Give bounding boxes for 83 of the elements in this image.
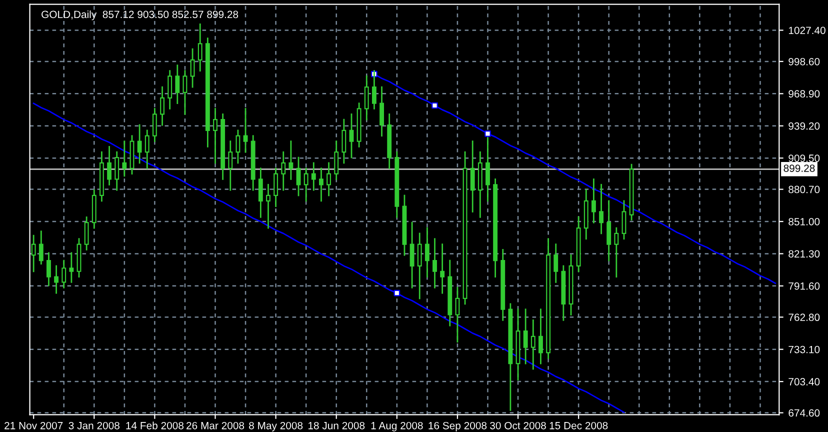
x-tick-label: 14 Feb 2008 <box>126 422 184 430</box>
candlestick <box>228 140 233 191</box>
x-tick-label: 15 Dec 2008 <box>550 422 608 430</box>
line-series <box>32 102 625 414</box>
text: GOLD,Daily 857.12 903.50 852.57 899.28 <box>42 10 238 20</box>
candlestick <box>213 108 218 164</box>
y-tick-label: 939.20 <box>788 122 820 130</box>
candlestick <box>160 86 164 126</box>
candlestick <box>288 140 294 180</box>
candlestick <box>349 113 354 158</box>
candlestick <box>606 200 612 262</box>
x-tick-label: 1 Aug 2008 <box>371 422 423 432</box>
candlestick <box>38 230 44 264</box>
candlestick <box>417 232 422 300</box>
candlestick <box>175 64 180 104</box>
candlestick <box>236 130 240 164</box>
candlestick <box>198 23 202 72</box>
point <box>432 102 438 109</box>
candlestick <box>281 151 286 191</box>
candlestick <box>182 70 188 115</box>
x-tick-label: 30 Oct 2008 <box>490 422 546 430</box>
y-tick-label: 1027.40 <box>788 26 826 34</box>
candlestick <box>266 184 270 229</box>
candlestick <box>168 70 172 110</box>
candlestick <box>470 140 475 212</box>
candlestick <box>342 118 346 164</box>
candlestick <box>137 124 142 164</box>
x-tick-label: 3 Jan 2008 <box>68 422 120 430</box>
candlestick <box>152 108 157 142</box>
candlestick <box>523 308 528 364</box>
candlestick <box>54 265 59 294</box>
candlestick <box>274 168 278 208</box>
y-tick-label: 733.10 <box>788 346 820 354</box>
candlestick <box>84 216 89 250</box>
candlestick <box>614 227 619 278</box>
y-tick-label: 703.40 <box>788 378 820 386</box>
candlestick <box>440 244 445 294</box>
candlestick <box>258 168 263 218</box>
y-tick-label: 821.30 <box>788 250 820 258</box>
candlestick <box>122 140 127 177</box>
y-tick-label: 791.60 <box>788 282 820 290</box>
ref-line-label: 899.28 <box>784 164 815 172</box>
candlestick <box>326 162 332 196</box>
candlestick <box>538 308 543 364</box>
candlestick <box>424 227 430 278</box>
candlestick <box>380 86 384 137</box>
candlestick <box>304 168 308 202</box>
candlestick <box>591 178 596 224</box>
x-tick-label: 8 May 2008 <box>249 422 303 432</box>
y-tick-label: 909.50 <box>788 154 820 162</box>
y-tick-label: 851.00 <box>788 218 820 226</box>
candlestick <box>599 184 604 234</box>
candlestick <box>46 252 51 286</box>
candlestick <box>190 48 195 88</box>
candlestick <box>311 162 316 191</box>
x-tick-label: 26 Mar 2008 <box>186 422 244 430</box>
y-tick-label: 674.60 <box>788 409 820 417</box>
candlestick <box>334 140 339 180</box>
x-tick-label: 16 Sep 2008 <box>428 422 487 432</box>
candlestick <box>364 76 369 120</box>
candlestick <box>455 286 460 343</box>
candlestick <box>432 238 437 288</box>
candlestick <box>410 222 414 288</box>
y-tick-label: 968.90 <box>788 90 820 98</box>
candlestick <box>622 200 626 240</box>
candlestick <box>243 108 248 153</box>
y-tick-label: 880.70 <box>788 186 820 194</box>
point <box>484 130 491 137</box>
candlestick <box>144 130 150 170</box>
candlestick <box>319 168 324 202</box>
candlestick <box>31 234 36 272</box>
candlestick <box>62 260 66 288</box>
candlestick <box>69 252 74 283</box>
candlestick <box>486 137 490 202</box>
y-tick-label: 998.60 <box>788 58 820 66</box>
x-tick-label: 18 Jun 2008 <box>308 422 365 430</box>
x-tick-label: 21 Nov 2007 <box>4 422 63 430</box>
candlestick <box>107 146 112 186</box>
candlestick <box>554 244 558 283</box>
candlestick <box>530 319 536 370</box>
y-tick-label: 762.80 <box>788 314 820 322</box>
point <box>394 290 400 296</box>
candlestick <box>114 151 120 191</box>
